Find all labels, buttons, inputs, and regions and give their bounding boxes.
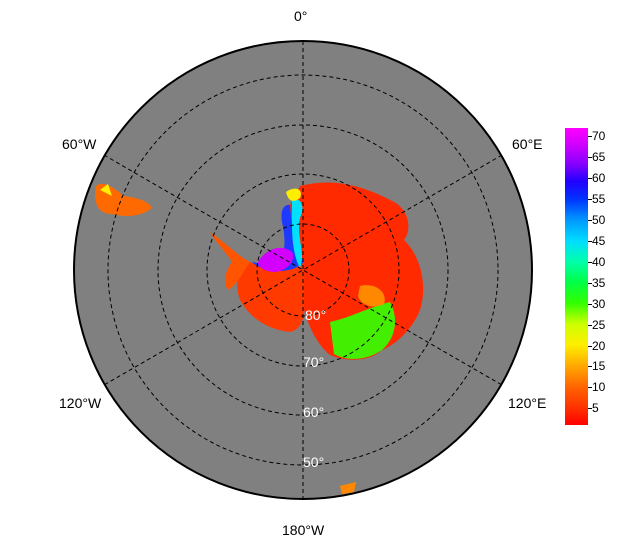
colorbar-tick-label: 40 <box>592 254 606 269</box>
colorbar-tick-label: 70 <box>592 129 606 144</box>
colorbar-tick-label: 35 <box>592 275 606 290</box>
colorbar-tick-label: 50 <box>592 213 606 228</box>
antarctic-peninsula <box>210 232 250 290</box>
colorbar-tick-mark <box>588 282 592 284</box>
colorbar-tick-label: 15 <box>592 359 606 374</box>
lat-label-50: 50° <box>303 454 325 470</box>
colorbar-tick-mark <box>588 387 592 389</box>
yellow-fringe <box>286 188 301 201</box>
orange-patch <box>358 285 385 307</box>
colorbar-tick-mark <box>588 408 592 410</box>
colorbar <box>565 128 588 425</box>
lon-label-0: 0° <box>294 8 308 24</box>
colorbar-tick-label: 30 <box>592 296 606 311</box>
colorbar-tick-label: 55 <box>592 192 606 207</box>
lon-label-120e: 120°E <box>508 395 547 411</box>
colorbar-tick-mark <box>588 220 592 222</box>
colorbar-tick-mark <box>588 345 592 347</box>
colorbar-tick-mark <box>588 324 592 326</box>
lat-label-60: 60° <box>303 404 325 420</box>
colorbar-tick-mark <box>588 240 592 242</box>
colorbar-tick-label: 10 <box>592 380 606 395</box>
colorbar-tick-mark <box>588 199 592 201</box>
lon-label-60w: 60°W <box>62 136 97 152</box>
lat-label-70: 70° <box>303 354 325 370</box>
green-coast <box>330 302 396 359</box>
lon-label-180w: 180°W <box>282 522 325 538</box>
colorbar-tick-mark <box>588 261 592 263</box>
colorbar-tick-label: 60 <box>592 171 606 186</box>
colorbar-tick-label: 25 <box>592 317 606 332</box>
cyan-fringe <box>292 199 303 268</box>
colorbar-tick-mark <box>588 178 592 180</box>
island <box>340 482 356 494</box>
colorbar-tick-mark <box>588 157 592 159</box>
colorbar-tick-mark <box>588 303 592 305</box>
colorbar-tick-mark <box>588 366 592 368</box>
lat-label-80: 80° <box>305 307 327 323</box>
colorbar-tick-label: 20 <box>592 338 606 353</box>
colorbar-tick-label: 65 <box>592 150 606 165</box>
lon-label-60e: 60°E <box>512 136 543 152</box>
magenta-region <box>258 247 294 272</box>
colorbar-tick-label: 45 <box>592 233 606 248</box>
colorbar-tick-label: 5 <box>592 401 599 416</box>
lon-label-120w: 120°W <box>59 395 102 411</box>
colorbar-tick-mark <box>588 136 592 138</box>
